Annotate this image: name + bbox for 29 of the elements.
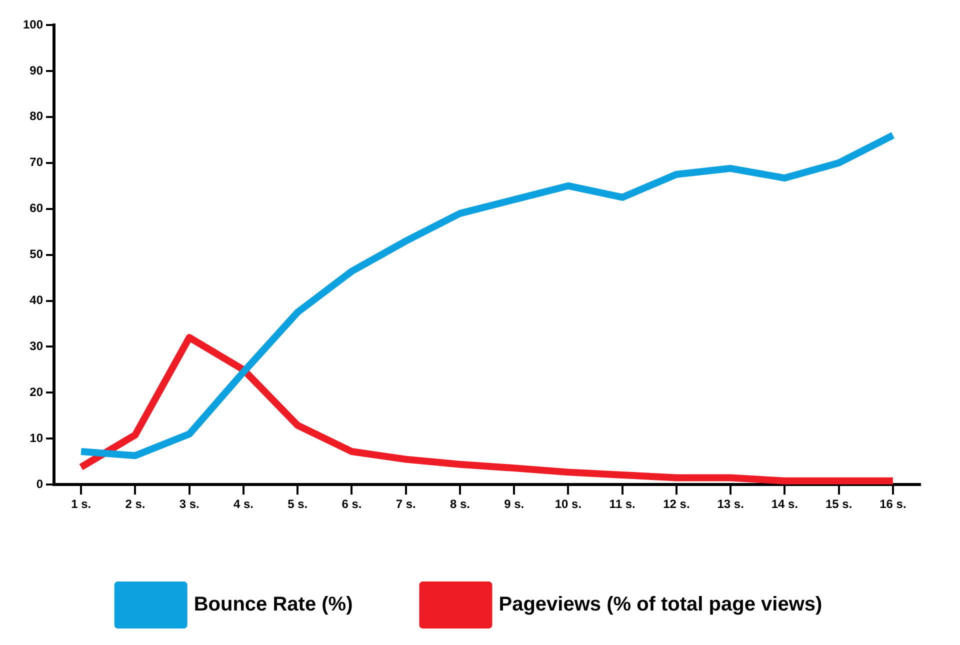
x-tick-label: 12 s. [663, 497, 690, 512]
x-tick-label: 9 s. [504, 497, 524, 512]
x-tick-label: 11 s. [609, 497, 636, 512]
y-tick-label: 10 [30, 430, 44, 445]
x-tick-label: 14 s. [771, 497, 798, 512]
x-tick-label: 6 s. [342, 497, 362, 512]
y-tick-label: 100 [22, 17, 44, 32]
x-tick-label: 13 s. [717, 497, 744, 512]
x-tick-label: 3 s. [179, 497, 200, 512]
y-tick-label: 70 [30, 155, 44, 170]
y-tick-label: 0 [36, 476, 44, 491]
x-tick-label: 16 s. [880, 497, 906, 512]
y-tick-label: 40 [30, 293, 44, 308]
x-tick-label: 1 s. [71, 497, 92, 512]
x-tick-label: 10 s. [554, 497, 582, 512]
x-tick-label: 4 s. [233, 497, 254, 512]
x-tick-label: 7 s. [396, 497, 416, 512]
x-tick-label: 2 s. [125, 497, 146, 512]
x-tick-label: 15 s. [825, 497, 852, 512]
y-tick-label: 90 [30, 63, 44, 78]
x-tick-label: 8 s. [450, 497, 470, 512]
legend-label: Bounce Rate (%) [194, 594, 353, 616]
legend-label: Pageviews (% of total page views) [498, 594, 822, 616]
y-tick-label: 80 [30, 109, 44, 124]
x-tick-label: 5 s. [288, 497, 308, 512]
y-tick-label: 20 [30, 384, 44, 399]
y-tick-label: 30 [30, 339, 44, 354]
y-tick-label: 60 [30, 201, 44, 216]
y-tick-label: 50 [30, 247, 44, 262]
